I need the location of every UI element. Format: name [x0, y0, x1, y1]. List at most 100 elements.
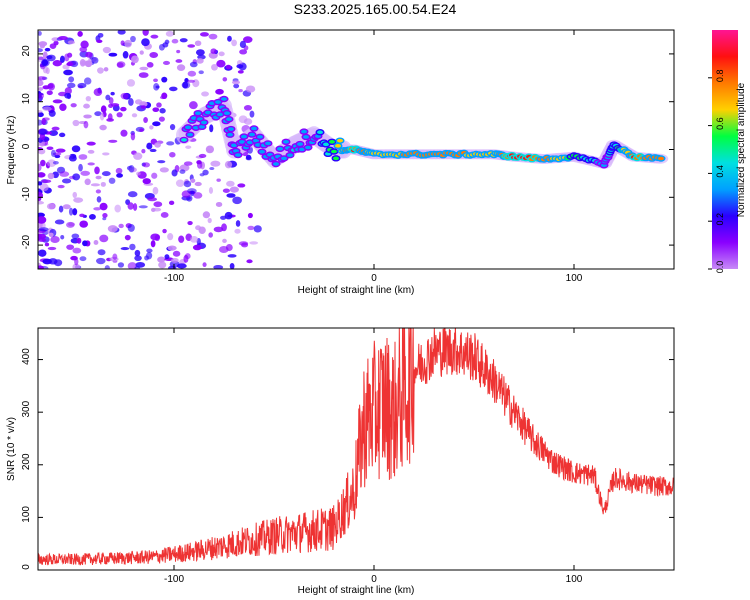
heatmap-cell	[162, 60, 170, 66]
heatmap-cell	[46, 146, 54, 150]
y-tick-label: 200	[21, 453, 32, 470]
heatmap-cell	[46, 159, 57, 167]
heatmap-cell	[229, 262, 235, 269]
heatmap-cell	[220, 215, 227, 220]
heatmap-cell	[97, 32, 104, 38]
heatmap-cell	[199, 125, 205, 129]
heatmap-cell	[110, 103, 120, 107]
heatmap-cell	[52, 99, 63, 104]
heatmap-cell	[149, 125, 154, 130]
heatmap-cell	[247, 225, 255, 231]
heatmap-cell	[106, 118, 114, 122]
heatmap-cell	[259, 149, 265, 154]
heatmap-cell	[169, 123, 176, 131]
heatmap-cell	[122, 50, 129, 59]
heatmap-cell	[127, 202, 134, 210]
heatmap-cell	[149, 148, 157, 153]
heatmap-cell	[115, 167, 123, 174]
heatmap-cell	[187, 79, 196, 83]
heatmap-cell	[71, 145, 81, 153]
heatmap-cell	[189, 235, 199, 243]
heatmap-cell	[172, 250, 181, 257]
heatmap-cell	[38, 234, 43, 241]
heatmap-cell	[83, 77, 92, 85]
heatmap-cell	[114, 204, 122, 213]
heatmap-cell	[40, 159, 46, 167]
colorbar-ticks: 0.0 0.2 0.4 0.6 0.8	[708, 70, 725, 273]
x-tick-label: -100	[164, 574, 184, 585]
heatmap-cell	[237, 70, 244, 74]
heatmap-cell	[211, 63, 218, 71]
heatmap-cell	[151, 172, 158, 179]
heatmap-cell	[134, 255, 142, 262]
heatmap-cell	[239, 140, 245, 144]
heatmap-cell	[77, 31, 83, 37]
heatmap-cell	[99, 234, 109, 243]
heatmap-cell	[62, 204, 71, 210]
heatmap-cell	[116, 112, 123, 118]
heatmap-cell	[187, 188, 197, 194]
heatmap-cell	[157, 160, 166, 164]
heatmap-cell	[208, 33, 218, 40]
heatmap-cell	[38, 109, 43, 114]
heatmap-cell	[44, 242, 50, 247]
heatmap-cell	[255, 143, 261, 147]
heatmap-cell	[245, 85, 256, 93]
heatmap-cell	[101, 171, 111, 177]
heatmap-cell	[213, 226, 224, 233]
heatmap-cell	[120, 40, 125, 46]
heatmap-cell	[97, 249, 106, 256]
heatmap-cell	[297, 142, 303, 146]
heatmap-cell	[79, 58, 86, 67]
heatmap-cell	[130, 132, 136, 141]
heatmap-cell	[222, 238, 227, 244]
heatmap-cell	[131, 113, 138, 118]
heatmap-cell	[95, 189, 102, 194]
heatmap-cell	[116, 62, 124, 68]
heatmap-cell	[47, 246, 57, 251]
heatmap-cell	[118, 223, 124, 229]
heatmap-cell	[100, 105, 107, 113]
spectrogram-marks	[38, 30, 669, 269]
heatmap-cell	[72, 191, 78, 199]
colorbar-tick-label: 0.4	[715, 165, 725, 178]
heatmap-cell	[232, 196, 242, 205]
heatmap-cell	[176, 263, 187, 269]
heatmap-cell	[189, 101, 198, 110]
heatmap-cell	[82, 240, 88, 247]
heatmap-cell	[38, 249, 47, 257]
heatmap-cell	[208, 187, 214, 194]
heatmap-cell	[158, 116, 165, 122]
heatmap-cell	[127, 262, 137, 269]
heatmap-cell	[165, 30, 174, 37]
heatmap-cell	[141, 38, 150, 47]
heatmap-cell	[234, 228, 241, 234]
heatmap-cell	[108, 177, 116, 184]
y-tick-label: 300	[21, 400, 32, 417]
heatmap-cell	[153, 83, 160, 91]
heatmap-cell	[229, 186, 239, 193]
heatmap-cell	[164, 254, 170, 260]
heatmap-cell	[329, 140, 335, 144]
heatmap-cell	[215, 88, 224, 95]
heatmap-cell	[128, 98, 134, 106]
x-tick-label: 0	[371, 273, 377, 284]
heatmap-cell	[303, 135, 309, 139]
heatmap-cell	[46, 203, 55, 210]
heatmap-cell	[215, 201, 223, 207]
heatmap-cell	[210, 160, 221, 167]
heatmap-cell	[159, 167, 169, 173]
heatmap-cell	[202, 211, 211, 219]
heatmap-cell	[287, 153, 293, 157]
heatmap-cell	[301, 129, 307, 134]
heatmap-cell	[120, 247, 130, 251]
heatmap-cell	[281, 156, 287, 161]
heatmap-cell	[51, 126, 60, 131]
heatmap-cell	[134, 266, 140, 269]
heatmap-cell	[59, 103, 67, 111]
heatmap-cell	[194, 181, 202, 187]
heatmap-cell	[150, 34, 159, 39]
heatmap-cell	[239, 40, 247, 49]
heatmap-cell	[131, 55, 139, 64]
heatmap-cell	[153, 78, 158, 83]
